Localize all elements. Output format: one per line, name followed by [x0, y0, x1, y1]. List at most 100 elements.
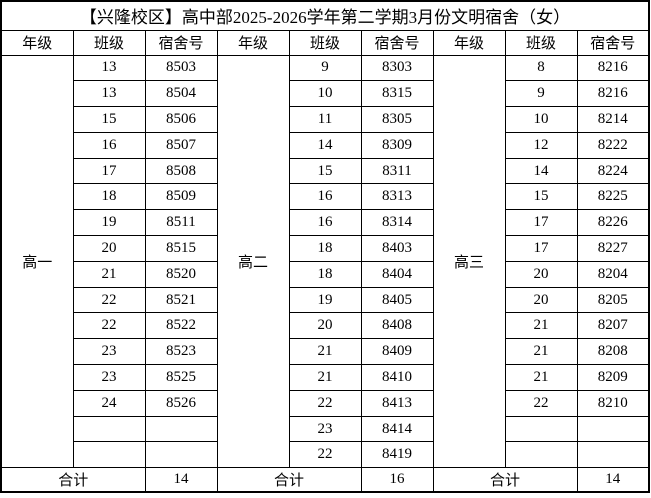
dorm-cell: 8504: [144, 80, 218, 108]
class-cell: 14: [288, 131, 362, 159]
dorm-cell: 8521: [144, 286, 218, 314]
class-cell: 24: [72, 389, 146, 417]
dorm-cell: 8214: [576, 106, 650, 133]
class-cell: [72, 415, 146, 443]
dorm-cell: 8315: [360, 80, 434, 108]
summary-label-2: 合计: [216, 467, 362, 493]
class-cell: 8: [504, 54, 578, 82]
dorm-cell: 8506: [144, 106, 218, 133]
class-cell: 10: [288, 80, 362, 108]
class-cell: 15: [504, 183, 578, 211]
class-cell: 22: [288, 389, 362, 417]
class-cell: 14: [504, 157, 578, 185]
table-row: 15 8506 11 8305 10 8214: [1, 106, 650, 133]
dorm-cell: 8414: [360, 415, 434, 443]
table-row: 23 8523 21 8409 21 8208: [1, 338, 650, 366]
dorm-cell: 8405: [360, 286, 434, 314]
class-cell: 17: [504, 235, 578, 262]
header-grade-1: 年级: [0, 29, 74, 56]
table-body: 高一 13 8503 高二 9 8303 高三 8 8216 13 8504 10 8315 9 8216 1…: [0, 54, 650, 469]
class-cell: 12: [504, 131, 578, 159]
dorm-cell: 8515: [144, 235, 218, 262]
class-cell: 9: [288, 54, 362, 82]
class-cell: 13: [72, 54, 146, 82]
dorm-cell: [144, 441, 218, 469]
dorm-cell: 8419: [360, 441, 434, 469]
table-row: 22 8522 20 8408 21 8207: [1, 312, 650, 340]
class-cell: 16: [288, 183, 362, 211]
dorm-cell: [144, 415, 218, 443]
header-class-2: 班级: [288, 29, 362, 56]
dorm-cell: 8508: [144, 157, 218, 185]
class-cell: 16: [72, 131, 146, 159]
dorm-cell: 8210: [576, 389, 650, 417]
class-cell: 15: [288, 157, 362, 185]
class-cell: 21: [504, 312, 578, 340]
page-title: 【兴隆校区】高中部2025-2026学年第二学期3月份文明宿舍（女）: [0, 0, 650, 31]
class-cell: [72, 441, 146, 469]
dorm-cell: 8409: [360, 338, 434, 366]
grade-cell-3: 高三: [432, 54, 506, 469]
summary-row: 合计 14 合计 16 合计 14: [0, 467, 650, 493]
class-cell: 19: [288, 286, 362, 314]
class-cell: 17: [72, 157, 146, 185]
table-row: 高一 13 8503 高二 9 8303 高三 8 8216: [0, 54, 650, 469]
dorm-cell: 8404: [360, 260, 434, 288]
header-grade-2: 年级: [216, 29, 290, 56]
table-row: 23 8525 21 8410 21 8209: [1, 364, 650, 391]
class-cell: 11: [288, 106, 362, 133]
dorm-cell: [576, 441, 650, 469]
dorm-cell: 8413: [360, 389, 434, 417]
dorm-cell: 8522: [144, 312, 218, 340]
header-dorm-2: 宿舍号: [360, 29, 434, 56]
header-row: 年级 班级 宿舍号 年级 班级 宿舍号 年级 班级 宿舍号: [0, 29, 650, 56]
class-cell: 21: [288, 338, 362, 366]
class-cell: 20: [288, 312, 362, 340]
class-cell: [504, 441, 578, 469]
class-cell: 13: [72, 80, 146, 108]
table-row: 23 8414: [1, 415, 650, 443]
grade-cell-1: 高一: [0, 54, 74, 469]
class-cell: 16: [288, 209, 362, 237]
dorm-cell: 8503: [144, 54, 218, 82]
header-dorm-1: 宿舍号: [144, 29, 218, 56]
dorm-cell: 8526: [144, 389, 218, 417]
class-cell: 21: [504, 364, 578, 391]
dorm-cell: 8509: [144, 183, 218, 211]
dorm-cell: 8227: [576, 235, 650, 262]
table-row: 16 8507 14 8309 12 8222: [1, 131, 650, 159]
class-cell: 19: [72, 209, 146, 237]
dorm-cell: 8311: [360, 157, 434, 185]
dorm-cell: 8309: [360, 131, 434, 159]
summary-label-3: 合计: [432, 467, 578, 493]
class-cell: 20: [504, 260, 578, 288]
table-row: 13 8504 10 8315 9 8216: [1, 80, 650, 108]
class-cell: 15: [72, 106, 146, 133]
class-cell: 21: [504, 338, 578, 366]
header-class-3: 班级: [504, 29, 578, 56]
dorm-cell: 8403: [360, 235, 434, 262]
dorm-cell: 8313: [360, 183, 434, 211]
dorm-cell: 8520: [144, 260, 218, 288]
dorm-cell: 8226: [576, 209, 650, 237]
dorm-cell: 8410: [360, 364, 434, 391]
summary-total-1: 14: [144, 467, 218, 493]
table-row: 24 8526 22 8413 22 8210: [1, 389, 650, 417]
dorm-cell: 8207: [576, 312, 650, 340]
dorm-cell: 8204: [576, 260, 650, 288]
table-row: 19 8511 16 8314 17 8226: [1, 209, 650, 237]
dorm-cell: 8222: [576, 131, 650, 159]
class-cell: 18: [72, 183, 146, 211]
summary-total-2: 16: [360, 467, 434, 493]
class-cell: 18: [288, 260, 362, 288]
title-row: 【兴隆校区】高中部2025-2026学年第二学期3月份文明宿舍（女）: [0, 0, 650, 31]
dorm-cell: 8225: [576, 183, 650, 211]
class-cell: 9: [504, 80, 578, 108]
dorm-cell: [576, 415, 650, 443]
dorm-cell: 8216: [576, 54, 650, 82]
class-cell: 22: [288, 441, 362, 469]
dorm-cell: 8525: [144, 364, 218, 391]
dorm-cell: 8314: [360, 209, 434, 237]
header-grade-3: 年级: [432, 29, 506, 56]
